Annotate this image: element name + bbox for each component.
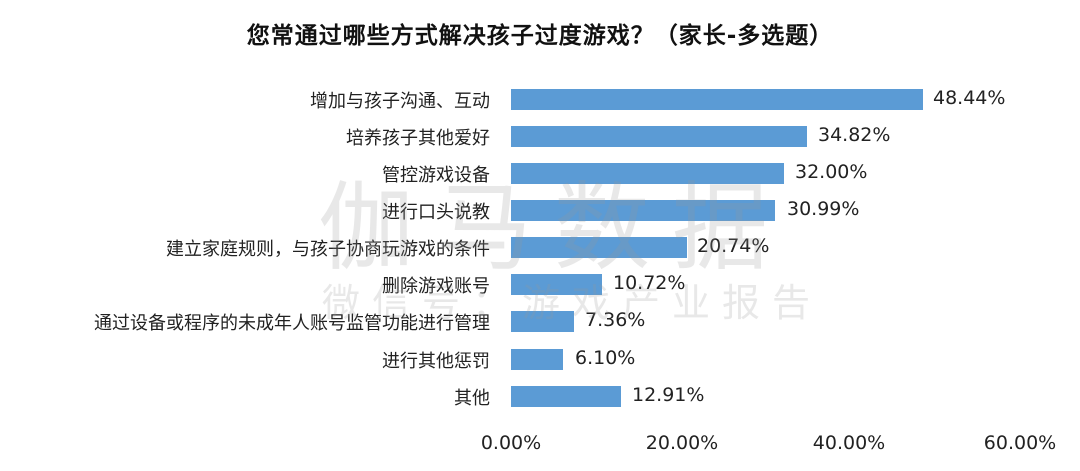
bar bbox=[511, 349, 563, 370]
category-label: 通过设备或程序的未成年人账号监管功能进行管理 bbox=[94, 313, 490, 334]
bar bbox=[511, 163, 784, 184]
category-label: 管控游戏设备 bbox=[382, 165, 490, 186]
bar bbox=[511, 89, 923, 110]
category-label: 建立家庭规则，与孩子协商玩游戏的条件 bbox=[166, 239, 490, 260]
bar-row: 增加与孩子沟通、互动 48.44% bbox=[0, 87, 1080, 112]
x-axis-tick: 0.00% bbox=[480, 432, 542, 454]
value-label: 12.91% bbox=[632, 384, 705, 406]
bar-row: 进行其他惩罚 6.10% bbox=[0, 347, 1080, 372]
x-axis-tick: 60.00% bbox=[983, 432, 1057, 454]
bar bbox=[511, 311, 574, 332]
category-label: 进行口头说教 bbox=[382, 202, 490, 223]
value-label: 20.74% bbox=[697, 235, 770, 257]
x-axis-tick: 40.00% bbox=[812, 432, 886, 454]
bar-row: 其他 12.91% bbox=[0, 384, 1080, 409]
bar-row: 培养孩子其他爱好 34.82% bbox=[0, 124, 1080, 149]
bar bbox=[511, 274, 602, 295]
value-label: 48.44% bbox=[933, 87, 1006, 109]
value-label: 6.10% bbox=[575, 347, 636, 369]
value-label: 10.72% bbox=[613, 272, 686, 294]
bar bbox=[511, 200, 775, 221]
bar bbox=[511, 237, 687, 258]
category-label: 进行其他惩罚 bbox=[382, 351, 490, 372]
chart-title: 您常通过哪些方式解决孩子过度游戏？（家长-多选题） bbox=[246, 23, 834, 49]
value-label: 32.00% bbox=[795, 161, 868, 183]
bar-row: 删除游戏账号 10.72% bbox=[0, 272, 1080, 297]
bar bbox=[511, 386, 621, 407]
value-label: 34.82% bbox=[818, 124, 891, 146]
bar bbox=[511, 126, 807, 147]
bar-row: 通过设备或程序的未成年人账号监管功能进行管理 7.36% bbox=[0, 309, 1080, 334]
bar-row: 进行口头说教 30.99% bbox=[0, 198, 1080, 223]
value-label: 30.99% bbox=[787, 198, 860, 220]
category-label: 培养孩子其他爱好 bbox=[346, 128, 490, 149]
x-axis-tick: 20.00% bbox=[645, 432, 719, 454]
value-label: 7.36% bbox=[585, 309, 646, 331]
bar-row: 管控游戏设备 32.00% bbox=[0, 161, 1080, 186]
category-label: 删除游戏账号 bbox=[382, 276, 490, 297]
bar-row: 建立家庭规则，与孩子协商玩游戏的条件 20.74% bbox=[0, 235, 1080, 260]
category-label: 增加与孩子沟通、互动 bbox=[310, 91, 490, 112]
category-label: 其他 bbox=[454, 388, 490, 409]
